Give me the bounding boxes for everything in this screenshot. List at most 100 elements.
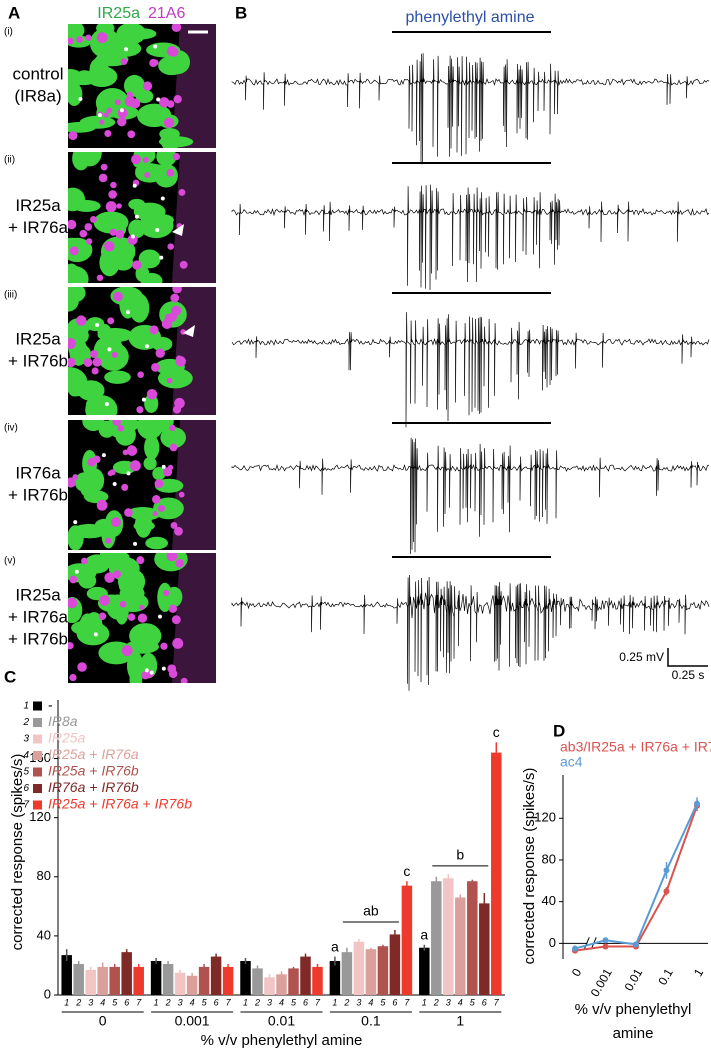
bar-number: 6: [303, 997, 308, 1007]
bar: [431, 881, 442, 995]
cell-magenta: [127, 234, 138, 245]
genotype-label: IR25a: [15, 329, 61, 348]
cell-green: [76, 622, 110, 646]
row-index: (iv): [4, 423, 18, 434]
y-tick-label: 120: [29, 809, 51, 824]
cell-magenta: [127, 613, 136, 621]
significance-label: c: [403, 863, 410, 879]
cell-magenta: [142, 156, 149, 163]
legend-label: ab3/IR25a + IR76a + IR76b: [560, 739, 711, 755]
cell-magenta: [163, 117, 175, 128]
genotype-label: IR25a: [15, 585, 61, 604]
cell-green: [137, 420, 164, 440]
bar-number: 1: [422, 997, 427, 1007]
cell-white: [93, 632, 98, 637]
cell-magenta: [69, 246, 79, 256]
cell-magenta: [113, 570, 122, 579]
cell-green: [129, 293, 150, 323]
genotype-label: IR25a: [15, 196, 61, 215]
cell-magenta: [167, 464, 174, 471]
marker: [633, 941, 639, 948]
cell-magenta: [108, 190, 117, 199]
marker: [572, 945, 578, 952]
cell-green: [127, 28, 157, 40]
legend-number: 2: [22, 717, 29, 728]
cell-magenta: [130, 98, 141, 109]
cell-magenta: [85, 34, 92, 41]
bar: [419, 947, 430, 995]
cell-white: [119, 108, 124, 113]
cell-magenta: [113, 291, 123, 302]
cell-magenta: [115, 229, 125, 239]
x-axis-label: % v/v phenylethyl amine: [201, 1032, 363, 1049]
cell-magenta: [166, 377, 173, 384]
cell-magenta: [77, 662, 87, 672]
x-tick-label: 1: [691, 966, 707, 979]
bar-number: 6: [482, 997, 487, 1007]
bar-number: 4: [458, 997, 463, 1007]
cell-magenta: [129, 460, 141, 472]
marker: [663, 867, 670, 874]
bar-number: 5: [380, 997, 386, 1007]
bar-number: 7: [226, 997, 232, 1007]
bar: [222, 966, 234, 995]
cell-magenta: [105, 201, 117, 213]
cell-magenta: [137, 371, 144, 379]
bar-number: 5: [470, 997, 476, 1007]
cell-magenta: [170, 293, 180, 303]
cell-magenta: [137, 613, 148, 623]
cell-magenta: [112, 420, 121, 426]
genotype-label: + IR76b: [8, 351, 68, 370]
cell-magenta: [166, 168, 175, 177]
cell-magenta: [121, 645, 133, 657]
stimulus-label: phenylethyl amine: [406, 9, 535, 26]
y-tick-label: 0: [549, 935, 556, 950]
row-index: (v): [4, 556, 16, 567]
cell-magenta: [173, 95, 182, 104]
y-tick-label: 0: [44, 986, 51, 1001]
cell-green: [159, 127, 180, 141]
legend-swatch: [33, 751, 42, 760]
bar: [276, 974, 287, 995]
cell-white: [73, 520, 78, 525]
cell-white: [97, 113, 102, 118]
cell-magenta: [103, 112, 109, 118]
cell-magenta: [175, 558, 184, 568]
bar-number: 6: [214, 997, 219, 1007]
cell-magenta: [142, 81, 153, 91]
bar: [133, 966, 144, 995]
cuticle: [172, 152, 216, 283]
bar-number: 5: [112, 997, 118, 1007]
x-tick-label: 0.001: [588, 966, 615, 999]
cell-white: [124, 47, 129, 52]
cell-green: [85, 317, 105, 332]
cell-magenta: [121, 483, 129, 491]
bar-number: 4: [190, 997, 195, 1007]
y-axis-label: corrected response (spikes/s): [521, 768, 538, 965]
bar: [401, 885, 413, 995]
cell-magenta: [154, 479, 164, 489]
bar-number: 2: [343, 997, 349, 1007]
bar: [377, 946, 389, 995]
cell-magenta: [69, 575, 78, 584]
cell-magenta: [98, 173, 108, 183]
scale-label: 0.25 mV: [619, 650, 664, 664]
cell-green: [119, 585, 145, 602]
cell-magenta: [96, 32, 108, 44]
channel-label: 21A6: [148, 5, 185, 22]
micrograph: [68, 287, 216, 415]
bar: [353, 941, 365, 995]
legend-label: IR8a: [48, 713, 78, 729]
cell-white: [159, 255, 164, 260]
cell-magenta: [168, 604, 178, 613]
cell-white: [78, 96, 83, 101]
cell-magenta: [114, 99, 121, 106]
bar: [150, 961, 162, 995]
cell-magenta: [75, 315, 87, 326]
cell-magenta: [172, 405, 182, 414]
x-tick-label: 1: [456, 1013, 464, 1029]
cell-white: [161, 666, 166, 671]
legend-label: IR25a + IR76a + IR76b: [48, 796, 192, 812]
cell-white: [156, 97, 161, 102]
cell-magenta: [111, 351, 118, 358]
